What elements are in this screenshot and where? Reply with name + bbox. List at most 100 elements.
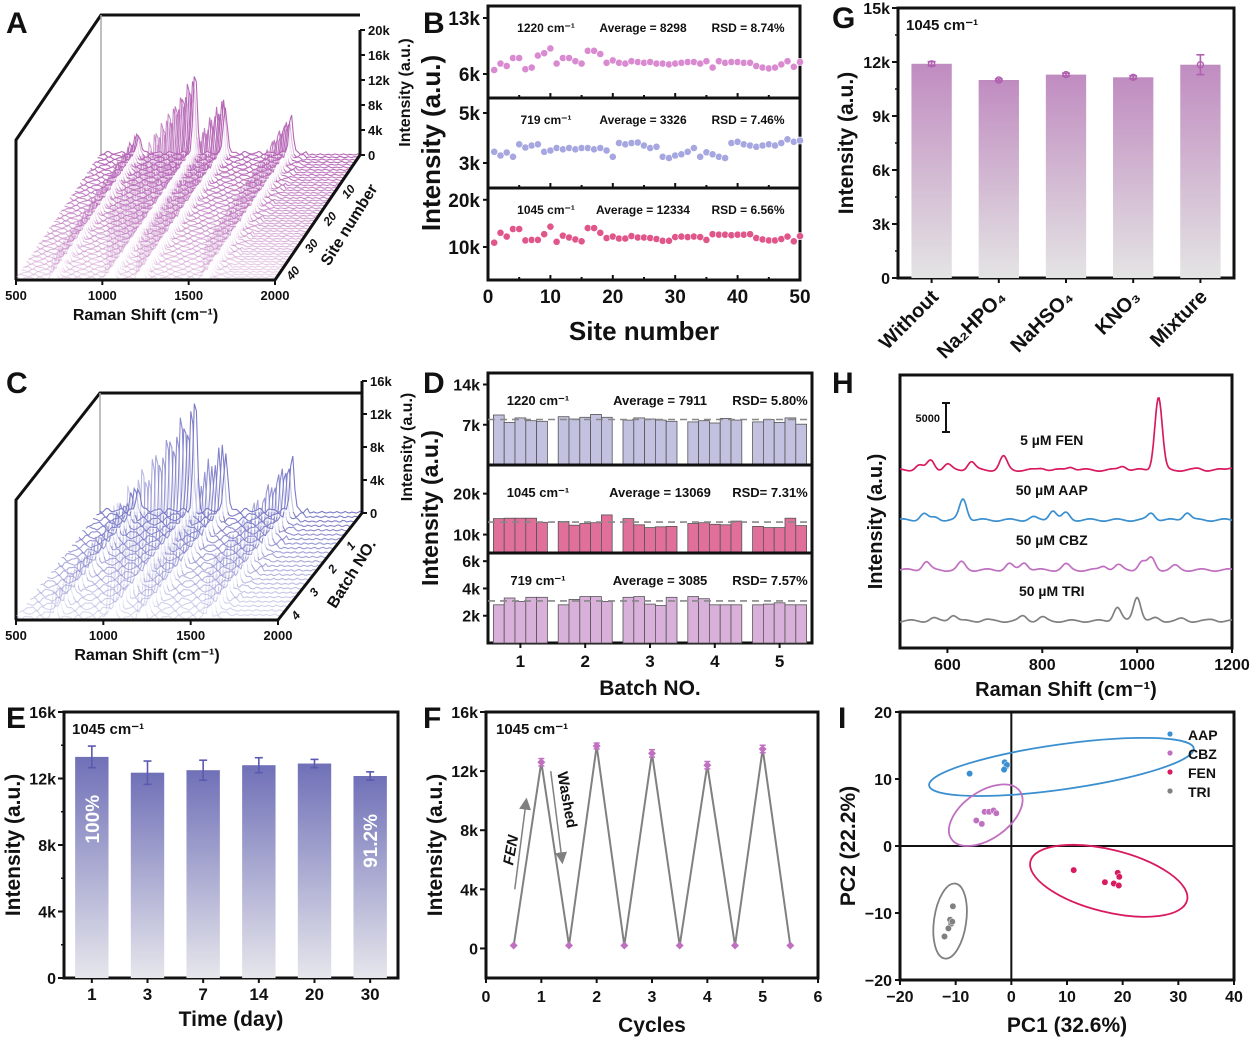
y-tick-label: 20k xyxy=(368,23,390,38)
x-axis-title: Cycles xyxy=(618,1014,686,1037)
data-point xyxy=(596,50,605,58)
bar-percent-label: 100% xyxy=(83,795,104,844)
spectrum-line xyxy=(57,459,321,568)
bar xyxy=(622,419,635,466)
bar xyxy=(590,522,602,554)
data-point xyxy=(490,238,499,247)
data-point xyxy=(577,237,586,246)
bar xyxy=(242,765,276,978)
bar xyxy=(130,772,165,978)
data-point xyxy=(534,140,542,149)
bar xyxy=(709,422,721,466)
data-point xyxy=(771,236,779,245)
data-marker xyxy=(620,941,629,950)
spectrum-line xyxy=(36,493,300,595)
legend-label: FEN xyxy=(1188,765,1216,781)
bar xyxy=(525,596,537,644)
data-point xyxy=(540,230,549,239)
data-point xyxy=(992,809,1000,817)
y-tick-label: 10k xyxy=(453,528,480,545)
y-tick-label: 4k xyxy=(462,581,480,598)
x-tick-label: 1000 xyxy=(89,628,118,643)
bar xyxy=(1180,64,1221,278)
spectrum-line xyxy=(69,127,329,202)
y-tick-label: 12k xyxy=(29,772,56,789)
y-tick-label: 8k xyxy=(38,838,56,855)
data-point xyxy=(721,154,729,162)
annotation-average: Average = 12334 xyxy=(596,203,690,217)
panel-h-spectra: 50 µM TRI 50 µM CBZ 50 µM AAP 5 µM FEN 5000 6… xyxy=(865,373,1250,701)
data-point xyxy=(590,224,598,232)
y-tick-label: 4k xyxy=(368,123,383,138)
bar xyxy=(601,416,613,466)
data-point xyxy=(658,152,667,161)
y-axis-title: Intensity (a.u.) xyxy=(424,774,447,916)
bar xyxy=(763,419,775,466)
x-tick-label: 1 xyxy=(537,989,546,1006)
data-point xyxy=(796,232,804,240)
bar xyxy=(709,604,721,644)
spectrum-line xyxy=(79,108,340,187)
bar xyxy=(698,420,710,466)
x-tick-label: 800 xyxy=(1029,657,1056,674)
y-tick-label: 16k xyxy=(368,48,390,63)
data-point xyxy=(552,144,561,152)
x-tick-label: 50 xyxy=(789,287,810,308)
x-tick-label: 1 xyxy=(87,985,96,1004)
x-tick-label: 1000 xyxy=(1119,657,1155,674)
x-tick-label: 1500 xyxy=(174,288,203,303)
data-marker xyxy=(592,741,601,750)
data-point xyxy=(546,44,555,53)
x-tick-label: −20 xyxy=(886,989,913,1006)
data-point xyxy=(602,146,611,155)
y-axis-title: Intensity (a.u.) xyxy=(835,72,858,214)
data-point xyxy=(944,924,952,932)
bar xyxy=(795,604,807,644)
y-tick-label: 8k xyxy=(370,440,385,455)
y-tick-label: 8k xyxy=(460,823,478,840)
data-point xyxy=(502,148,511,157)
mean-marker xyxy=(1062,70,1070,79)
x-tick-label: 2 xyxy=(592,989,601,1006)
annotation-average: Average = 3326 xyxy=(599,113,687,127)
bar xyxy=(297,763,332,978)
x-tick-label: 3 xyxy=(648,989,657,1006)
y-tick-label: 6k xyxy=(872,163,890,180)
spectrum-label: 50 µM CBZ xyxy=(1016,532,1088,548)
plot-frame xyxy=(62,710,400,980)
y-tick-label: 8k xyxy=(368,98,383,113)
x-axis-title: PC1 (32.6%) xyxy=(1007,1014,1127,1037)
bar xyxy=(784,604,797,644)
x-tick-label: 1200 xyxy=(1214,657,1250,674)
bar xyxy=(795,423,807,466)
panel-label-i: I xyxy=(838,702,846,735)
x-tick-label: 40 xyxy=(727,287,748,308)
arrow-label-fen: FEN xyxy=(500,833,522,867)
data-point xyxy=(789,62,798,71)
confidence-ellipse xyxy=(932,882,968,960)
x-axis-title: Time (day) xyxy=(179,1008,284,1031)
spectrum-line xyxy=(82,436,345,537)
legend-label: CBZ xyxy=(1188,746,1217,762)
y-tick-label: 10 xyxy=(874,772,892,789)
y-tick-label: 7k xyxy=(462,418,480,435)
data-point xyxy=(502,62,511,70)
bar xyxy=(698,598,710,644)
bar xyxy=(633,596,645,644)
bar xyxy=(665,596,678,644)
z-tick-label: 3 xyxy=(307,585,322,599)
panel-e-bars: 0 4k 8k 12k 16k 1 100% 3 7 14 20 30 91.2% 1045 cm⁻¹ Ti… xyxy=(2,705,400,1031)
panel-label-d: D xyxy=(423,367,445,400)
bar xyxy=(568,524,581,554)
y-tick-label: 4k xyxy=(370,473,385,488)
bar xyxy=(1045,74,1087,278)
axis-box-edge xyxy=(14,391,362,620)
bar xyxy=(557,521,570,554)
annotation-rsd: RSD = 6.56% xyxy=(711,203,784,217)
spectrum-line xyxy=(71,439,335,550)
x-tick-label: 500 xyxy=(5,628,27,643)
data-point xyxy=(546,222,555,231)
data-point xyxy=(515,140,524,149)
y-tick-label: 12k xyxy=(451,764,478,781)
data-marker xyxy=(537,758,546,767)
